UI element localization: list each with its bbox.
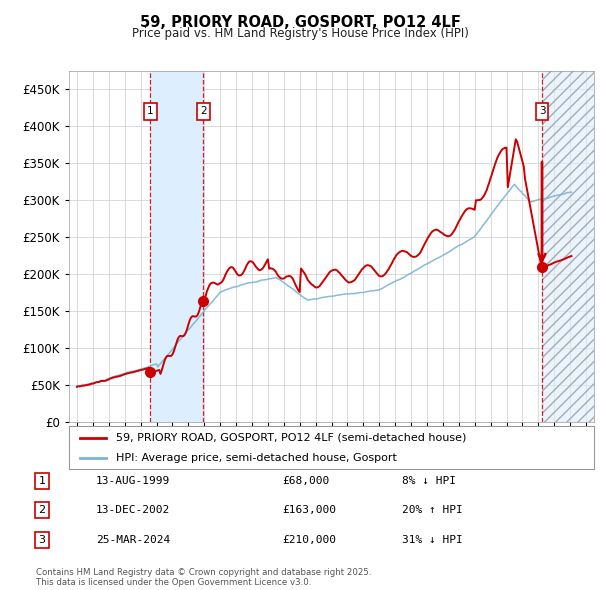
Text: 20% ↑ HPI: 20% ↑ HPI bbox=[402, 506, 463, 515]
Text: 1: 1 bbox=[38, 476, 46, 486]
Text: 3: 3 bbox=[539, 106, 545, 116]
Text: 25-MAR-2024: 25-MAR-2024 bbox=[96, 535, 170, 545]
Text: 13-DEC-2002: 13-DEC-2002 bbox=[96, 506, 170, 515]
Text: £68,000: £68,000 bbox=[282, 476, 329, 486]
Bar bbox=[151, 71, 203, 422]
Text: £163,000: £163,000 bbox=[282, 506, 336, 515]
Text: £210,000: £210,000 bbox=[282, 535, 336, 545]
Text: 3: 3 bbox=[38, 535, 46, 545]
Text: 59, PRIORY ROAD, GOSPORT, PO12 4LF (semi-detached house): 59, PRIORY ROAD, GOSPORT, PO12 4LF (semi… bbox=[116, 432, 467, 442]
Text: Contains HM Land Registry data © Crown copyright and database right 2025.
This d: Contains HM Land Registry data © Crown c… bbox=[36, 568, 371, 587]
Text: 2: 2 bbox=[38, 506, 46, 515]
Text: 2: 2 bbox=[200, 106, 207, 116]
Text: HPI: Average price, semi-detached house, Gosport: HPI: Average price, semi-detached house,… bbox=[116, 453, 397, 463]
Text: 59, PRIORY ROAD, GOSPORT, PO12 4LF: 59, PRIORY ROAD, GOSPORT, PO12 4LF bbox=[140, 15, 460, 30]
Bar bbox=[542, 71, 594, 422]
Text: 13-AUG-1999: 13-AUG-1999 bbox=[96, 476, 170, 486]
Bar bbox=[542, 71, 594, 422]
Text: Price paid vs. HM Land Registry's House Price Index (HPI): Price paid vs. HM Land Registry's House … bbox=[131, 27, 469, 40]
Text: 8% ↓ HPI: 8% ↓ HPI bbox=[402, 476, 456, 486]
Text: 1: 1 bbox=[147, 106, 154, 116]
Text: 31% ↓ HPI: 31% ↓ HPI bbox=[402, 535, 463, 545]
